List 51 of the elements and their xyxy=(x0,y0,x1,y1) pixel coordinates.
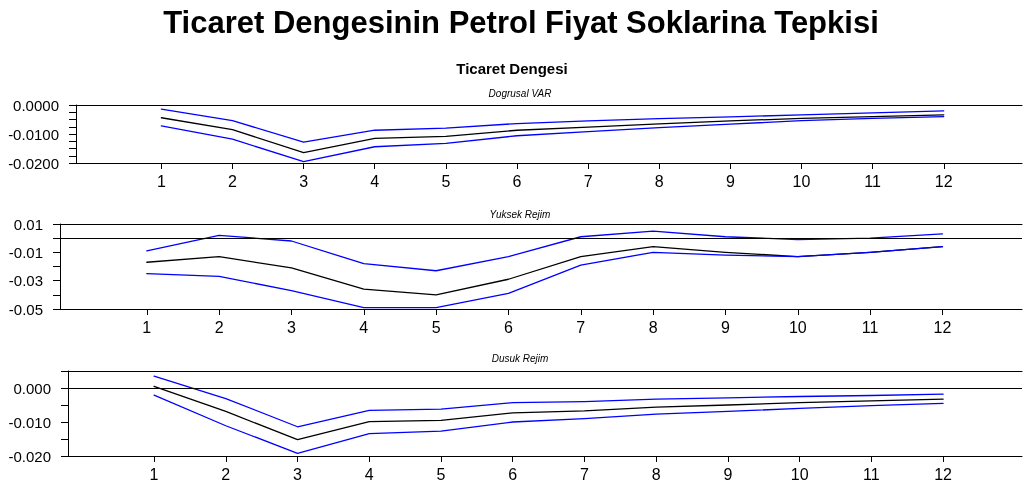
x-tick-label: 8 xyxy=(648,318,658,336)
x-tick-label: 10 xyxy=(788,318,807,336)
chart-title: Dusuk Rejim xyxy=(491,352,549,364)
x-tick-label: 8 xyxy=(654,172,664,190)
text: Dogrusal VAR xyxy=(488,87,552,99)
x-tick-label: 12 xyxy=(934,172,953,190)
x-tick-label: 7 xyxy=(580,465,589,483)
y-tick-label: -0.010 xyxy=(8,413,51,431)
x-tick-label: 3 xyxy=(299,172,309,190)
y-tick-label: -0.0100 xyxy=(8,125,59,143)
x-tick-label: 4 xyxy=(364,465,374,483)
x-tick-label: 5 xyxy=(441,172,451,190)
x-tick-label: 12 xyxy=(933,318,952,336)
x-tick-label: 3 xyxy=(293,465,303,483)
x-tick-label: 4 xyxy=(370,172,380,190)
x-tick-label: 11 xyxy=(861,318,879,336)
y-tick-label: -0.0200 xyxy=(8,154,59,172)
x-tick-label: 11 xyxy=(863,465,880,483)
x-tick-label: 7 xyxy=(583,172,593,190)
x-tick-label: 1 xyxy=(149,465,159,483)
chart-subtitle: Ticaret Dengesi xyxy=(456,59,568,77)
x-tick-label: 12 xyxy=(934,465,953,483)
x-tick-label: 6 xyxy=(512,172,522,190)
y-tick-label: 0.0000 xyxy=(13,96,59,114)
x-tick-label: 7 xyxy=(576,318,586,336)
x-tick-label: 2 xyxy=(214,318,224,336)
x-tick-label: 2 xyxy=(228,172,238,190)
y-tick-label: -0.01 xyxy=(8,243,43,261)
x-tick-label: 9 xyxy=(725,172,735,190)
x-tick-label: 4 xyxy=(359,318,369,336)
x-tick-label: 6 xyxy=(504,318,513,336)
x-tick-label: 8 xyxy=(651,465,661,483)
x-tick-label: 5 xyxy=(436,465,446,483)
y-tick-label: 0.000 xyxy=(13,379,51,397)
x-tick-label: 5 xyxy=(431,318,441,336)
y-tick-label: -0.03 xyxy=(8,272,43,290)
x-tick-label: 10 xyxy=(792,172,811,190)
x-tick-label: 9 xyxy=(720,318,730,336)
chart-title: Ticaret Dengesinin Petrol Fiyat Soklarina Tepkisi xyxy=(163,4,879,40)
x-tick-label: 3 xyxy=(287,318,297,336)
chart-title: Yuksek Rejim xyxy=(489,208,551,220)
y-tick-label: 0.01 xyxy=(13,215,43,233)
x-tick-label: 10 xyxy=(790,465,809,483)
x-tick-label: 9 xyxy=(723,465,733,483)
y-tick-label: -0.020 xyxy=(8,447,51,465)
x-tick-label: 1 xyxy=(156,172,166,190)
x-tick-label: 2 xyxy=(221,465,231,483)
x-tick-label: 11 xyxy=(864,172,882,190)
y-tick-label: -0.05 xyxy=(8,300,43,318)
x-tick-label: 1 xyxy=(142,318,152,336)
x-tick-label: 6 xyxy=(508,465,518,483)
